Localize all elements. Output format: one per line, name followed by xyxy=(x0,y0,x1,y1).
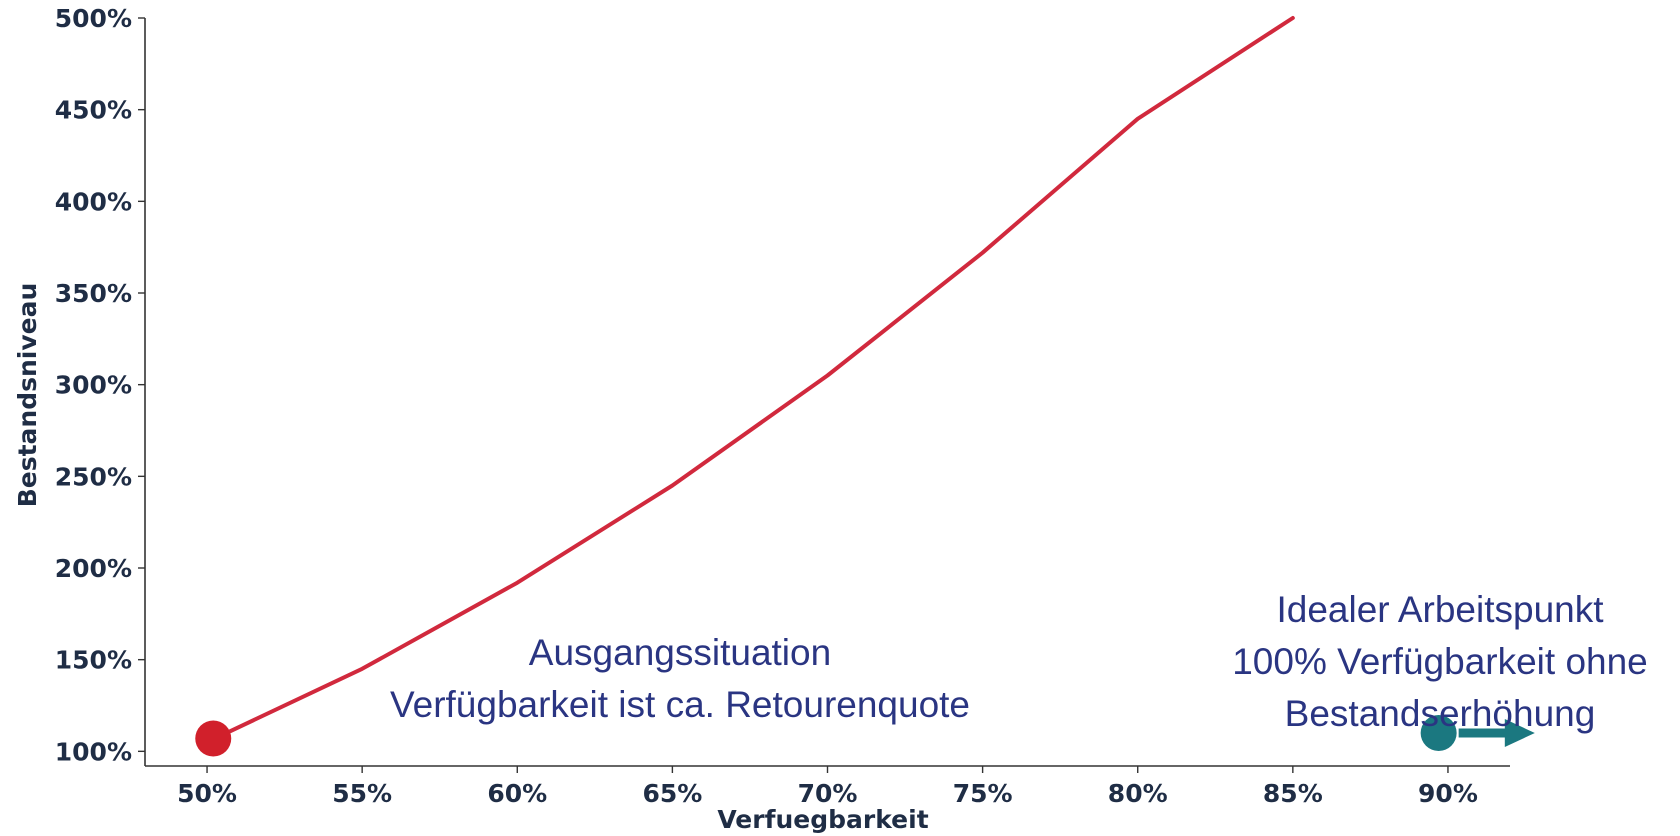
series-line xyxy=(205,16,1295,745)
annotation-start-line-1: Ausgangssituation xyxy=(529,632,831,673)
annotation-ideal-line-1: Idealer Arbeitspunkt xyxy=(1276,589,1604,630)
y-tick-label: 250% xyxy=(55,462,132,491)
x-tick-label: 75% xyxy=(953,779,1013,808)
x-ticks: 50% 55% 60% 65% 70% 75% 80% 85% 90% xyxy=(177,766,1478,808)
y-tick-label: 200% xyxy=(55,554,132,583)
x-tick-label: 50% xyxy=(177,779,237,808)
y-tick-label: 500% xyxy=(55,4,132,33)
x-tick-label: 60% xyxy=(487,779,547,808)
plot-area xyxy=(195,16,1535,757)
x-tick-label: 80% xyxy=(1108,779,1168,808)
x-tick-label: 90% xyxy=(1418,779,1478,808)
y-tick-label: 150% xyxy=(55,646,132,675)
marker-start-point xyxy=(195,720,232,757)
annotation-ideal-line-3: Bestandserhöhung xyxy=(1285,693,1596,734)
marker-ideal-point xyxy=(1420,715,1457,751)
arrow-head xyxy=(1504,719,1535,747)
x-tick-label: 70% xyxy=(798,779,858,808)
x-tick-label: 65% xyxy=(642,779,702,808)
y-tick-label: 350% xyxy=(55,279,132,308)
y-tick-label: 300% xyxy=(55,371,132,400)
x-tick-label: 85% xyxy=(1263,779,1323,808)
annotation-ideal-line-2: 100% Verfügbarkeit ohne xyxy=(1232,641,1648,682)
y-tick-label: 450% xyxy=(55,96,132,125)
y-tick-label: 100% xyxy=(55,737,132,766)
x-tick-label: 55% xyxy=(332,779,392,808)
y-tick-label: 400% xyxy=(55,187,132,216)
annotation-start-line-2: Verfügbarkeit ist ca. Retourenquote xyxy=(390,684,970,725)
x-axis-label: Verfuegbarkeit xyxy=(717,805,928,834)
y-ticks: 100% 150% 200% 250% 300% 350% 400% 450% 500% xyxy=(55,4,145,766)
y-axis-label: Bestandsniveau xyxy=(13,283,42,508)
